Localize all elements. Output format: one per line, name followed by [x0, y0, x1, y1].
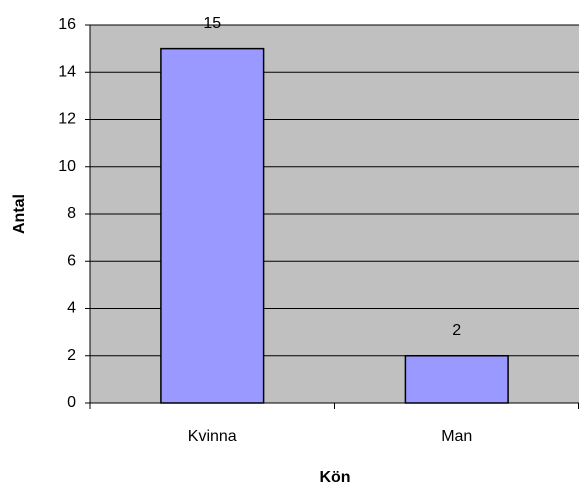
bar [404, 355, 509, 404]
y-tick-label: 6 [67, 252, 76, 269]
x-tick-label: Man [441, 428, 472, 445]
y-tick-label: 0 [67, 394, 76, 411]
x-axis-label: Kön [319, 469, 350, 485]
y-tick-label: 16 [58, 16, 76, 33]
y-tick-label: 12 [58, 111, 76, 128]
data-label: 2 [452, 322, 461, 339]
y-tick-label: 8 [67, 205, 76, 222]
x-tick-label: Kvinna [188, 428, 237, 445]
bar [160, 47, 265, 404]
y-tick-label: 2 [67, 347, 76, 364]
y-tick-label: 14 [58, 63, 76, 80]
y-axis-label: Antal [11, 194, 28, 234]
y-tick-label: 10 [58, 158, 76, 175]
data-label: 15 [203, 15, 221, 32]
y-tick-label: 4 [67, 300, 76, 317]
